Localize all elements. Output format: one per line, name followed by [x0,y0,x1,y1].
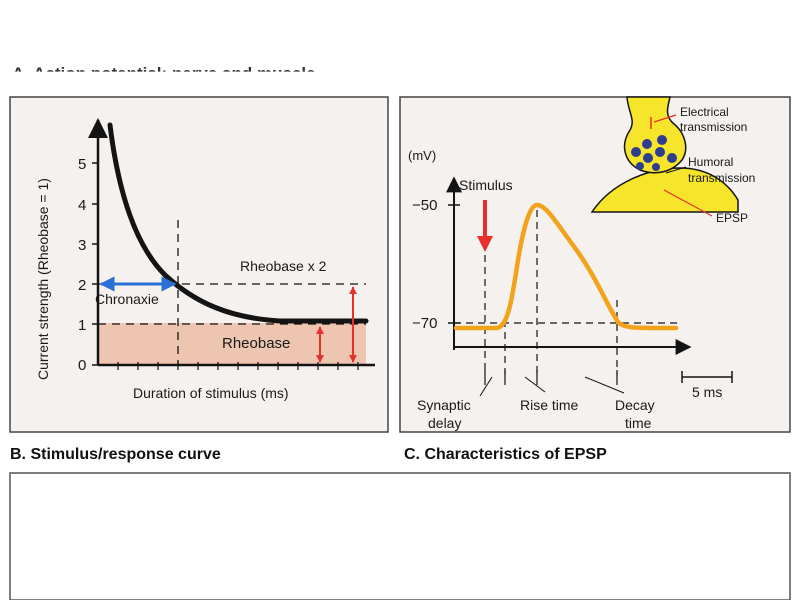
y-tick-0: 0 [78,357,86,374]
x-axis-label-b: Duration of stimulus (ms) [133,385,289,401]
vesicle [636,162,644,170]
panel-c: (mV) −50 −70 Stimulus Synaptic delay Ris… [399,96,791,433]
vesicle [667,153,677,163]
synaptic-delay-pointer [479,376,493,397]
rise-time-pointer [524,376,546,393]
y-tick-3: 3 [78,237,86,254]
strength-duration-curve [107,122,369,324]
stimulus-red-arrow-head [477,236,493,252]
electrical-pointer [653,114,677,123]
epsp-label: EPSP [716,211,748,225]
y-tick-label-minus50: −50 [412,197,437,214]
synapse-illustration: Electrical transmission Humoral transmis… [590,96,755,225]
decay-time-label-1: Decay [615,397,655,413]
vesicle [642,139,652,149]
humoral-label-2: transmission [688,171,755,185]
epsp-curve [453,202,679,331]
rheobase-label: Rheobase [222,335,290,352]
y-tick-1: 1 [78,317,86,334]
vesicle [657,135,667,145]
header-strip [0,70,800,80]
mv-unit-label: (mV) [408,148,436,163]
panel-c-frame [399,96,791,433]
stimulus-label: Stimulus [459,177,513,193]
y-ticks-b [92,162,98,366]
electrical-label-2: transmission [680,120,747,134]
panel-b-frame [9,96,389,433]
timing-ticks [484,370,618,385]
vesicle [631,147,641,157]
humoral-label-1: Humoral [688,155,733,169]
vesicle [652,163,660,171]
y-tick-5: 5 [78,156,86,173]
y-axis-label-b: Current strength (Rheobase = 1) [35,178,51,380]
synaptic-delay-label-2: delay [428,415,461,431]
y-tick-4: 4 [78,197,86,214]
rise-time-label: Rise time [520,397,579,413]
caption-b: B. Stimulus/response curve [10,446,221,463]
synaptic-delay-label-1: Synaptic [417,397,471,413]
lower-panel-frame [9,472,791,600]
rheobase-x2-label: Rheobase x 2 [240,258,327,274]
caption-c: C. Characteristics of EPSP [404,446,607,463]
y-tick-2: 2 [78,277,86,294]
scale-bar-label: 5 ms [692,384,722,400]
decay-time-pointer [584,376,625,394]
decay-time-label-2: time [625,415,652,431]
chronaxie-label: Chronaxie [95,291,159,307]
panel-b: 0 1 2 3 4 5 Current strength (Rheobase =… [9,96,389,433]
humoral-pointer [665,166,687,174]
vesicle [643,153,653,163]
epsp-pointer [663,189,713,217]
y-tick-label-minus70: −70 [412,315,437,332]
vesicle [655,147,665,157]
electrical-label-1: Electrical [680,105,729,119]
